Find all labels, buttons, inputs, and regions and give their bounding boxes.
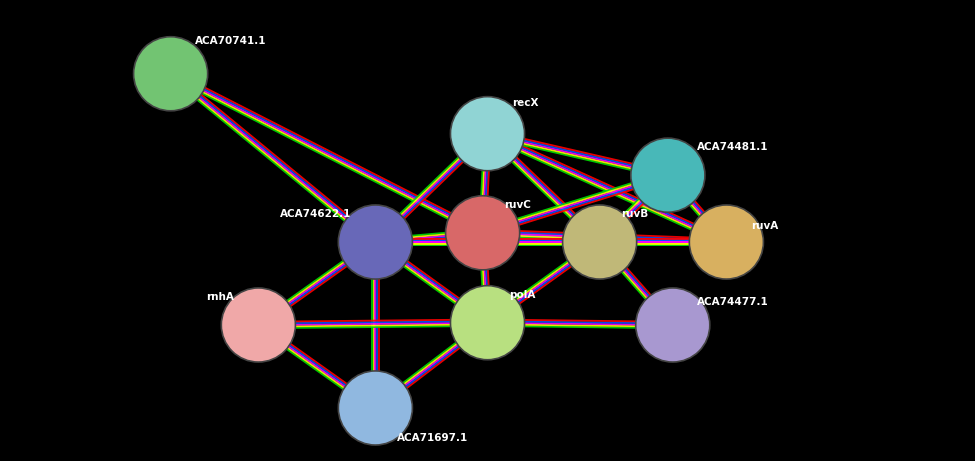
Ellipse shape: [221, 288, 295, 362]
Ellipse shape: [338, 205, 412, 279]
Text: ruvA: ruvA: [751, 221, 778, 231]
Text: ACA71697.1: ACA71697.1: [397, 433, 468, 443]
Text: ACA74481.1: ACA74481.1: [697, 142, 768, 152]
Ellipse shape: [446, 196, 520, 270]
Text: ruvC: ruvC: [504, 200, 531, 210]
Ellipse shape: [689, 205, 763, 279]
Ellipse shape: [450, 97, 525, 171]
Ellipse shape: [636, 288, 710, 362]
Ellipse shape: [563, 205, 637, 279]
Text: recX: recX: [512, 98, 538, 108]
Text: ACA74622.1: ACA74622.1: [280, 209, 351, 219]
Ellipse shape: [450, 286, 525, 360]
Ellipse shape: [631, 138, 705, 212]
Ellipse shape: [134, 37, 208, 111]
Text: polA: polA: [509, 290, 535, 300]
Text: ruvB: ruvB: [621, 209, 648, 219]
Text: rnhA: rnhA: [206, 292, 234, 302]
Text: ACA74477.1: ACA74477.1: [697, 296, 769, 307]
Ellipse shape: [338, 371, 412, 445]
Text: ACA70741.1: ACA70741.1: [195, 36, 266, 46]
